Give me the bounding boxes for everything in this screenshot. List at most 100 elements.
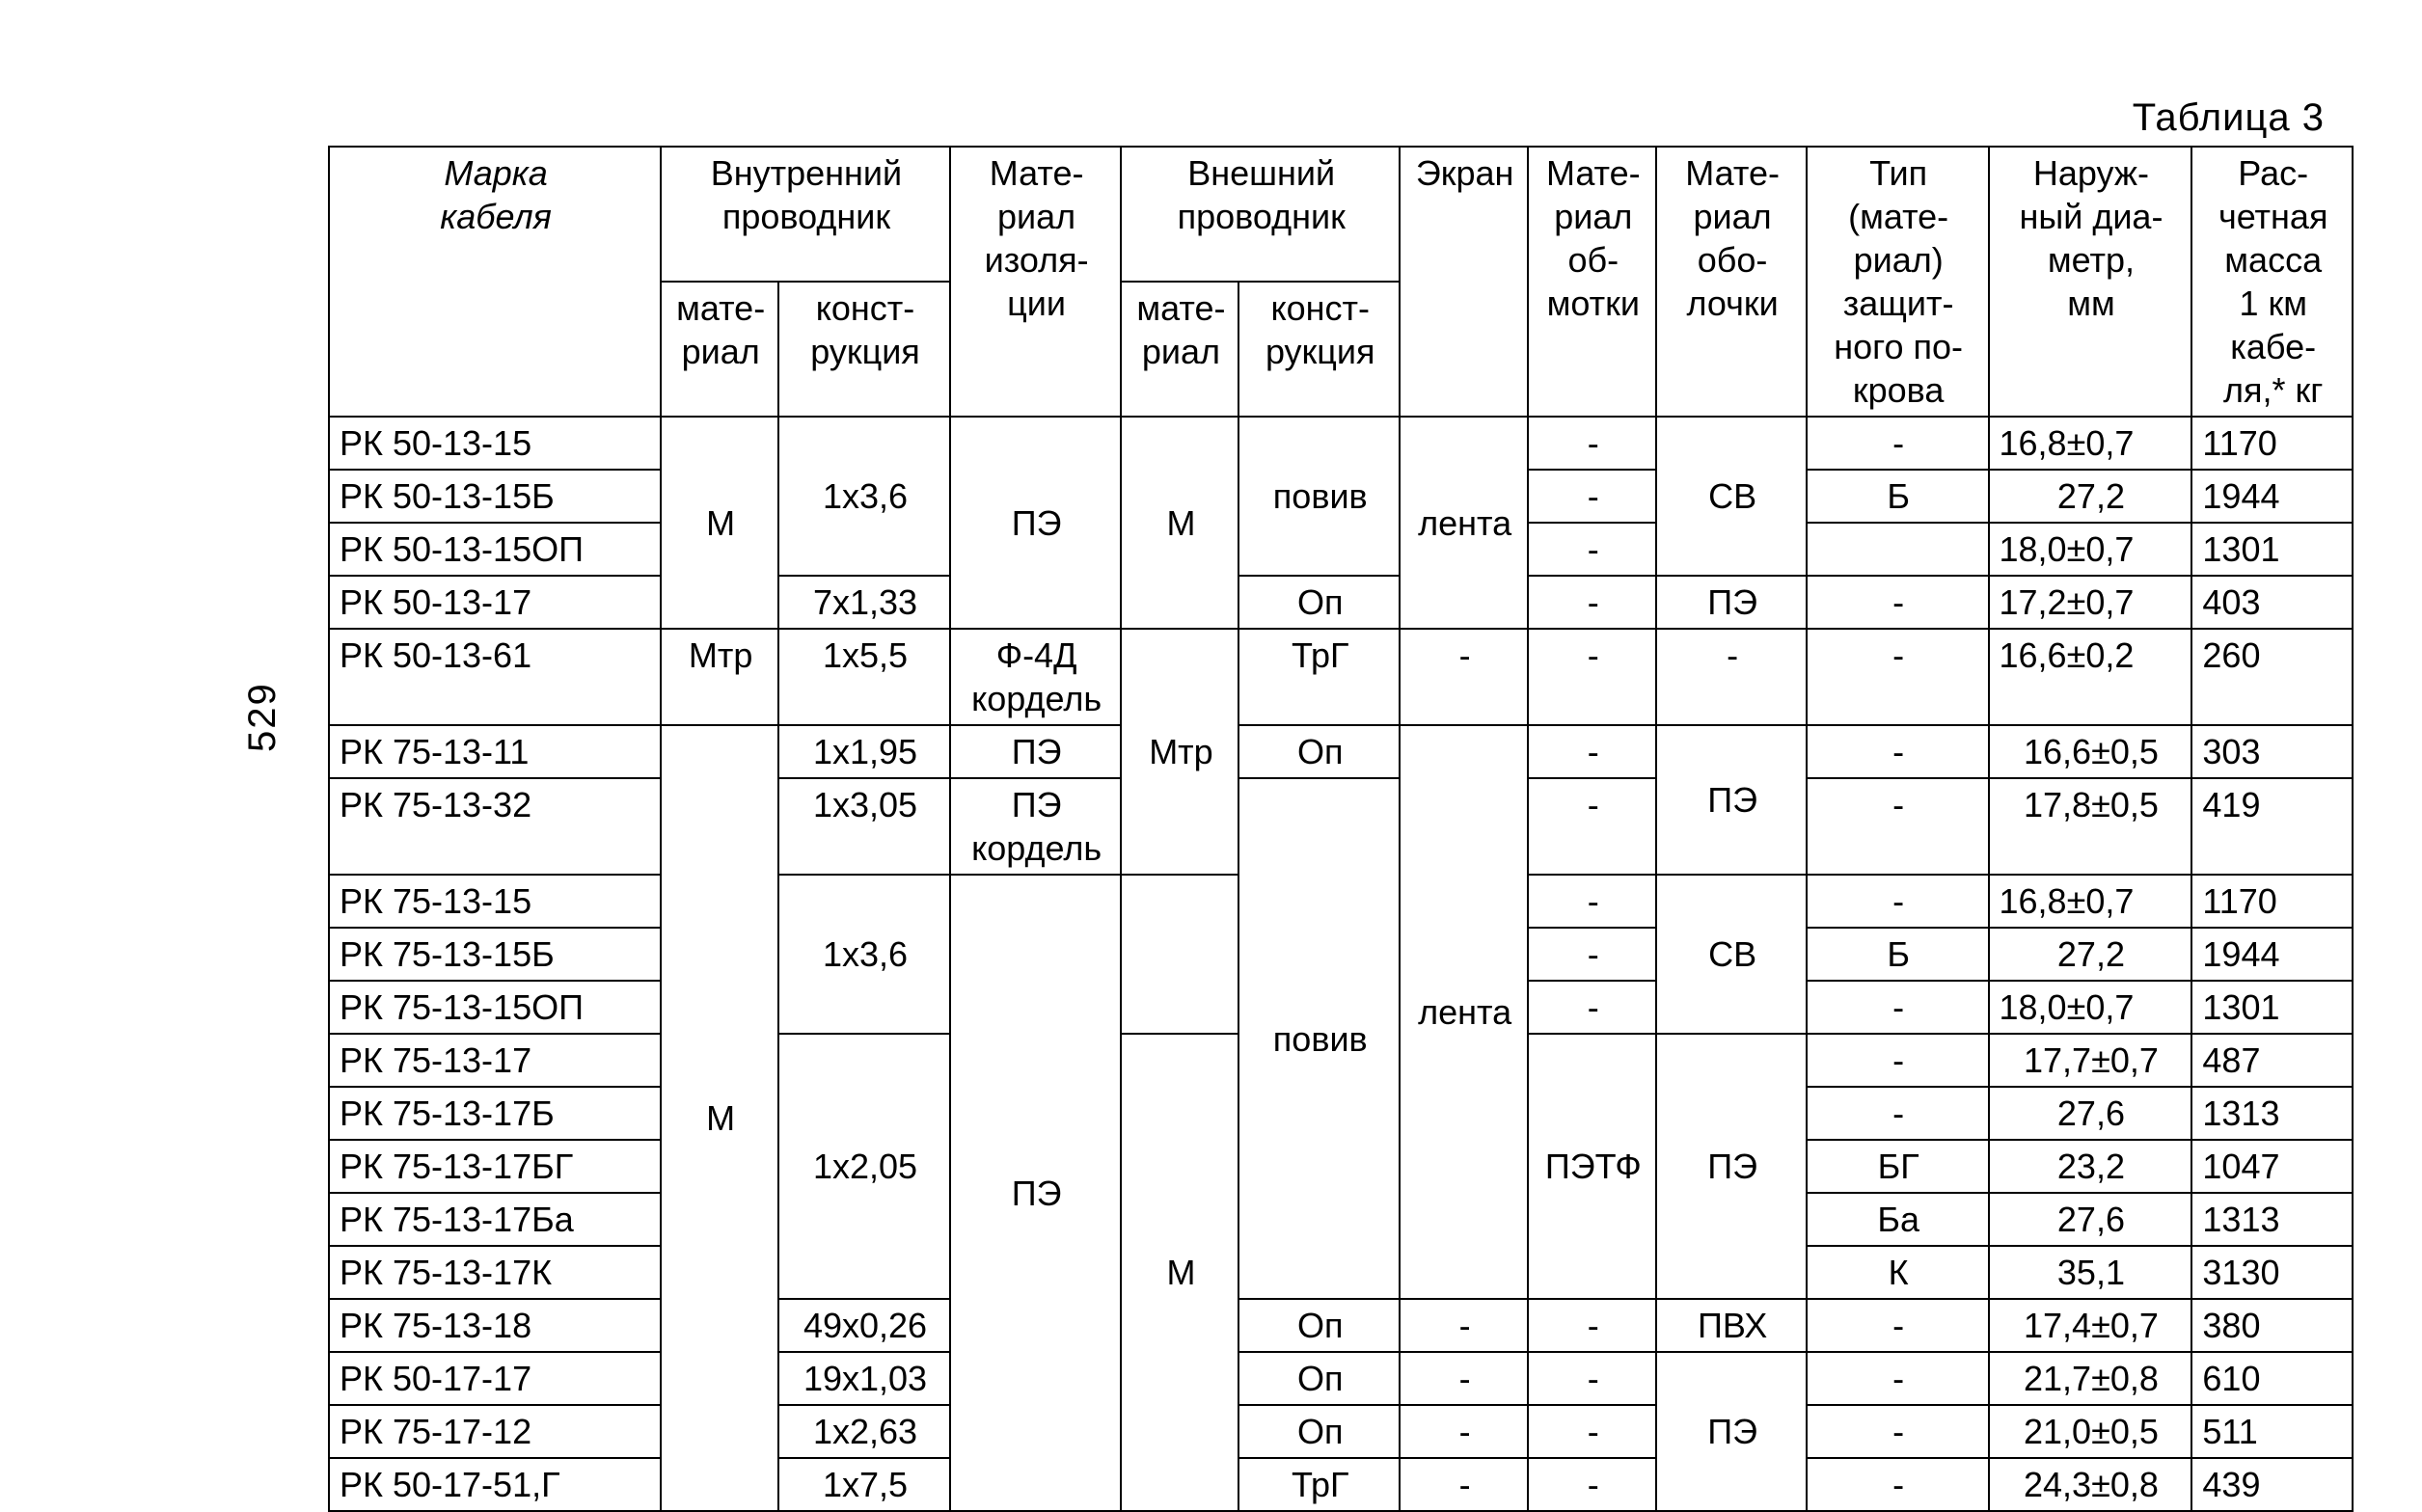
- table-row: РК 75-13-32 1x3,05 ПЭкордель повив - - 1…: [329, 778, 2353, 875]
- cell-inner-kon: 1x5,5: [778, 629, 950, 725]
- cell-obolochka: ПЭ: [1656, 1034, 1806, 1299]
- cell-izol: ПЭ: [950, 875, 1122, 1511]
- cell-obolochka: ПЭ: [1656, 725, 1806, 875]
- th-izol: Мате-риализоля-ции: [950, 147, 1122, 417]
- cell-inner-mat: Мтр: [661, 629, 778, 725]
- cell-outer-kon: ТрГ: [1238, 1458, 1400, 1511]
- cell-diam: 18,0±0,7: [1989, 981, 2192, 1034]
- table-row: РК 75-13-11 М 1x1,95 ПЭ Оп лента - ПЭ - …: [329, 725, 2353, 778]
- cell-marka: РК 75-13-17: [329, 1034, 661, 1087]
- cell-diam: 23,2: [1989, 1140, 2192, 1193]
- cell-obmotka: -: [1528, 1458, 1656, 1511]
- cell-mass: 487: [2191, 1034, 2353, 1087]
- cell-mass: 1313: [2191, 1193, 2353, 1246]
- cell-obolochka: -: [1656, 629, 1806, 725]
- cell-obmotka: -: [1528, 875, 1656, 928]
- table-caption: Таблица 3: [328, 96, 2325, 140]
- cell-diam: 21,0±0,5: [1989, 1405, 2192, 1458]
- cell-marka: РК 50-17-51,Г: [329, 1458, 661, 1511]
- table-body: РК 50-13-15 М 1x3,6 ПЭ М повив лента - С…: [329, 417, 2353, 1511]
- cell-diam: 18,0±0,7: [1989, 523, 2192, 576]
- cell-marka: РК 75-13-17Б: [329, 1087, 661, 1140]
- cell-obmotka: ПЭТФ: [1528, 1034, 1656, 1299]
- cell-pokrov: Б: [1807, 928, 1989, 981]
- cable-table: Маркакабеля Внутреннийпроводник Мате-риа…: [328, 146, 2354, 1512]
- cell-diam: 17,8±0,5: [1989, 778, 2192, 875]
- cell-obmotka: -: [1528, 1299, 1656, 1352]
- cell-diam: 16,6±0,5: [1989, 725, 2192, 778]
- cell-pokrov: К: [1807, 1246, 1989, 1299]
- cell-diam: 16,6±0,2: [1989, 629, 2192, 725]
- th-outer-kon: конст-рукция: [1238, 282, 1400, 417]
- cell-pokrov: -: [1807, 981, 1989, 1034]
- cell-inner-kon: 7x1,33: [778, 576, 950, 629]
- cell-pokrov: -: [1807, 875, 1989, 928]
- cell-mass: 439: [2191, 1458, 2353, 1511]
- cell-diam: 24,3±0,8: [1989, 1458, 2192, 1511]
- cell-mass: 610: [2191, 1352, 2353, 1405]
- cell-mass: 1313: [2191, 1087, 2353, 1140]
- cell-diam: 16,8±0,7: [1989, 875, 2192, 928]
- cell-mass: 303: [2191, 725, 2353, 778]
- th-outer-group: Внешнийпроводник: [1121, 147, 1400, 282]
- table-container: Таблица 3 Маркакабеля Внутреннийпроводни…: [328, 96, 2354, 1512]
- cell-obmotka: -: [1528, 629, 1656, 725]
- cell-diam: 27,6: [1989, 1087, 2192, 1140]
- cell-mass: 511: [2191, 1405, 2353, 1458]
- cell-outer-mat: М: [1121, 1034, 1238, 1511]
- cell-pokrov: -: [1807, 1299, 1989, 1352]
- cell-inner-kon: 1x7,5: [778, 1458, 950, 1511]
- cell-izol: ПЭ: [950, 725, 1122, 778]
- cell-outer-kon: ТрГ: [1238, 629, 1400, 725]
- cell-inner-kon: 1x3,6: [778, 875, 950, 1034]
- cell-marka: РК 75-17-12: [329, 1405, 661, 1458]
- th-obolochka: Мате-риалобо-лочки: [1656, 147, 1806, 417]
- cell-pokrov: -: [1807, 1034, 1989, 1087]
- th-ekran: Экран: [1400, 147, 1528, 417]
- th-inner-kon: конст-рукция: [778, 282, 950, 417]
- table-head: Маркакабеля Внутреннийпроводник Мате-риа…: [329, 147, 2353, 417]
- cell-pokrov: Ба: [1807, 1193, 1989, 1246]
- cell-outer-mat: М: [1121, 417, 1238, 629]
- cell-obmotka: -: [1528, 1352, 1656, 1405]
- th-inner-mat: мате-риал: [661, 282, 778, 417]
- cell-mass: 1944: [2191, 470, 2353, 523]
- cell-mass: 1170: [2191, 417, 2353, 470]
- cell-izol: Ф-4Дкордель: [950, 629, 1122, 725]
- cell-diam: 27,2: [1989, 928, 2192, 981]
- cell-marka: РК 75-13-17К: [329, 1246, 661, 1299]
- cell-pokrov: -: [1807, 576, 1989, 629]
- cell-outer-mat: Мтр: [1121, 629, 1238, 875]
- cell-obmotka: -: [1528, 725, 1656, 778]
- cell-mass: 1047: [2191, 1140, 2353, 1193]
- table-row: РК 50-17-51,Г 1x7,5 ТрГ - - - 24,3±0,8 4…: [329, 1458, 2353, 1511]
- cell-pokrov: -: [1807, 629, 1989, 725]
- cell-obolochka: СВ: [1656, 417, 1806, 576]
- cell-marka: РК 50-13-15ОП: [329, 523, 661, 576]
- cell-diam: 27,6: [1989, 1193, 2192, 1246]
- th-diam: Наруж-ный диа-метр,мм: [1989, 147, 2192, 417]
- cell-mass: 1301: [2191, 981, 2353, 1034]
- cell-ekran: лента: [1400, 725, 1528, 1299]
- cell-mass: 3130: [2191, 1246, 2353, 1299]
- cell-inner-mat: М: [661, 725, 778, 1511]
- cell-inner-kon: 1x3,05: [778, 778, 950, 875]
- cell-marka: РК 75-13-32: [329, 778, 661, 875]
- cell-mass: 1170: [2191, 875, 2353, 928]
- cell-pokrov: Б: [1807, 470, 1989, 523]
- cell-obmotka: -: [1528, 981, 1656, 1034]
- th-obmotka: Мате-риалоб-мотки: [1528, 147, 1656, 417]
- cell-pokrov: -: [1807, 778, 1989, 875]
- cell-diam: 35,1: [1989, 1246, 2192, 1299]
- cell-izol: ПЭкордель: [950, 778, 1122, 875]
- table-row: РК 75-13-18 49x0,26 Оп - - ПВХ - 17,4±0,…: [329, 1299, 2353, 1352]
- cell-mass: 1301: [2191, 523, 2353, 576]
- cell-pokrov: -: [1807, 417, 1989, 470]
- cell-ekran: -: [1400, 1458, 1528, 1511]
- cell-ekran: -: [1400, 1352, 1528, 1405]
- th-inner-group: Внутреннийпроводник: [661, 147, 950, 282]
- cell-inner-mat: М: [661, 417, 778, 629]
- cell-pokrov: -: [1807, 725, 1989, 778]
- table-row: РК 50-13-17 7x1,33 Оп - ПЭ - 17,2±0,7 40…: [329, 576, 2353, 629]
- cell-pokrov: [1807, 523, 1989, 576]
